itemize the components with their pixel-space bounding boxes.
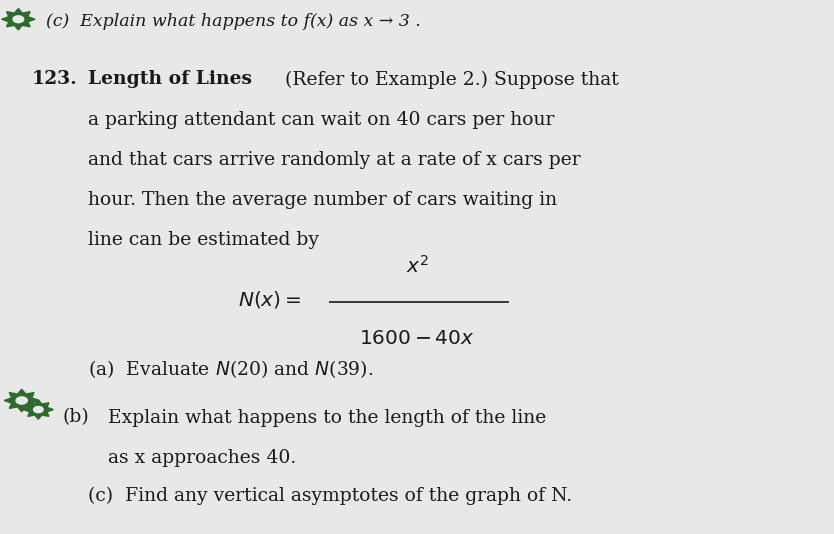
Polygon shape <box>4 389 39 412</box>
Text: (b): (b) <box>63 409 89 427</box>
Polygon shape <box>13 16 23 22</box>
Text: a parking attendant can wait on 40 cars per hour: a parking attendant can wait on 40 cars … <box>88 111 554 129</box>
Text: line can be estimated by: line can be estimated by <box>88 231 319 249</box>
Text: (a)  Evaluate $\mathit{N}$(20) and $\mathit{N}$(39).: (a) Evaluate $\mathit{N}$(20) and $\math… <box>88 358 373 380</box>
Text: hour. Then the average number of cars waiting in: hour. Then the average number of cars wa… <box>88 191 556 209</box>
Text: $1600 - 40x$: $1600 - 40x$ <box>359 328 475 348</box>
Text: 123.: 123. <box>32 70 78 89</box>
Text: $x^2$: $x^2$ <box>405 254 429 277</box>
Text: (c)  Find any vertical asymptotes of the graph of N.: (c) Find any vertical asymptotes of the … <box>88 487 571 505</box>
Polygon shape <box>2 9 35 30</box>
Text: Explain what happens to the length of the line: Explain what happens to the length of th… <box>108 409 546 427</box>
Polygon shape <box>16 397 28 404</box>
Polygon shape <box>23 400 53 419</box>
Text: and that cars arrive randomly at a rate of x cars per: and that cars arrive randomly at a rate … <box>88 151 580 169</box>
Text: (c)  Explain what happens to f(x) as x → 3 .: (c) Explain what happens to f(x) as x → … <box>46 13 420 30</box>
Text: Length of Lines: Length of Lines <box>88 70 252 89</box>
Text: $\mathit{N}(x) =$: $\mathit{N}(x) =$ <box>238 288 301 310</box>
Polygon shape <box>33 406 43 413</box>
Text: as x approaches 40.: as x approaches 40. <box>108 449 297 467</box>
Text: (Refer to Example 2.) Suppose that: (Refer to Example 2.) Suppose that <box>279 70 619 89</box>
